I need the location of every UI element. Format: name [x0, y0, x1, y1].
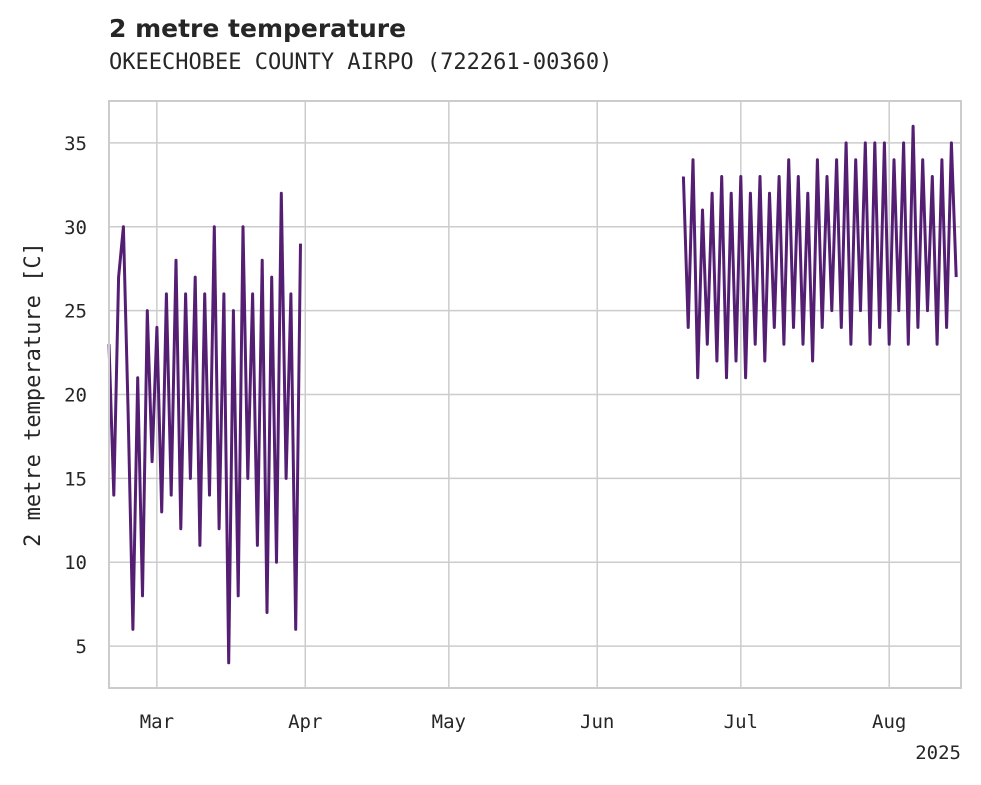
y-tick-label: 25: [64, 301, 87, 323]
y-tick-labels: 5 10 15 20 25 30 35: [64, 133, 87, 658]
x-tick-label: Aug: [872, 711, 906, 733]
x-tick-label: Jun: [580, 711, 614, 733]
temperature-series-segment-1: [107, 191, 302, 665]
temperature-series-segment-2: [681, 124, 958, 380]
y-tick-label: 35: [64, 133, 87, 155]
x-tick-labels: Mar Apr May Jun Jul Aug: [140, 711, 907, 733]
chart-subtitle: OKEECHOBEE COUNTY AIRPO (722261-00360): [109, 50, 613, 75]
y-tick-label: 30: [64, 217, 87, 239]
x-offset-label: 2025: [915, 742, 961, 764]
y-tick-label: 20: [64, 385, 87, 407]
x-tick-label: Mar: [140, 711, 174, 733]
y-tick-label: 15: [64, 468, 87, 490]
series-lines: [107, 124, 958, 665]
grid: [109, 101, 961, 688]
y-tick-label: 5: [76, 636, 87, 658]
y-axis-label: 2 metre temperature [C]: [21, 242, 46, 547]
plot-frame: [108, 100, 962, 689]
x-tick-label: Jul: [724, 711, 758, 733]
x-tick-label: May: [432, 711, 466, 733]
x-tick-label: Apr: [288, 711, 322, 733]
y-tick-label: 10: [64, 552, 87, 574]
chart-title: 2 metre temperature: [109, 14, 407, 43]
